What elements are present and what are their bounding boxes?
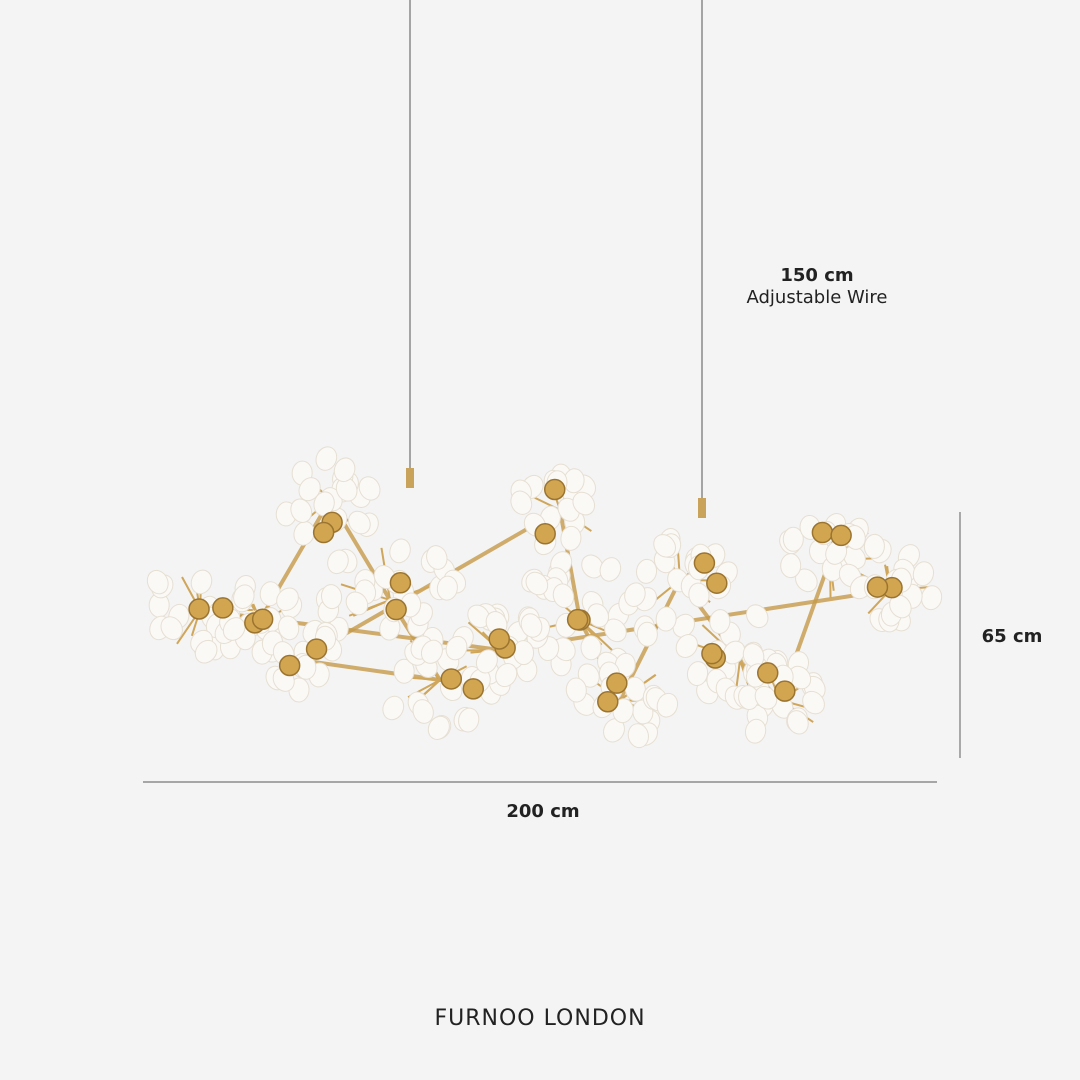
gold-disc bbox=[440, 668, 463, 690]
wire-clamp bbox=[406, 468, 414, 488]
glass-bulb bbox=[458, 707, 480, 733]
glass-bulb bbox=[624, 582, 646, 607]
glass-bulb bbox=[525, 571, 549, 596]
glass-bulb bbox=[345, 591, 369, 616]
gold-disc bbox=[774, 680, 796, 702]
glass-bulb bbox=[420, 639, 443, 664]
glass-bulb bbox=[358, 476, 381, 501]
glass-bulb bbox=[194, 639, 218, 664]
glass-bulb bbox=[627, 723, 649, 749]
gold-disc bbox=[866, 576, 889, 598]
gold-disc bbox=[543, 478, 566, 501]
gold-disc bbox=[566, 608, 589, 631]
glass-bulb bbox=[635, 558, 658, 584]
glass-bulb bbox=[599, 557, 622, 582]
gold-disc bbox=[305, 638, 328, 660]
gold-disc bbox=[693, 552, 716, 574]
glass-bulb bbox=[675, 634, 698, 658]
glass-bulb bbox=[709, 609, 731, 635]
glass-bulb bbox=[382, 695, 405, 721]
glass-bulb bbox=[688, 582, 710, 608]
gold-disc bbox=[385, 598, 407, 621]
glass-bulb bbox=[780, 553, 802, 579]
gold-disc bbox=[488, 628, 510, 650]
glass-bulb bbox=[426, 545, 448, 570]
glass-bulb bbox=[276, 587, 299, 612]
glass-bulb bbox=[393, 658, 415, 684]
glass-bulb bbox=[160, 616, 183, 641]
glass-bulb bbox=[290, 498, 313, 523]
gold-disc bbox=[606, 672, 628, 694]
gold-disc bbox=[462, 678, 485, 700]
glass-bulb bbox=[436, 575, 458, 601]
gold-disc bbox=[212, 597, 234, 619]
glass-bulb bbox=[636, 621, 658, 647]
glass-bulb bbox=[412, 699, 434, 724]
glass-bulb bbox=[320, 584, 343, 610]
gold-disc bbox=[389, 572, 412, 594]
glass-bulb bbox=[686, 661, 709, 686]
glass-bulb bbox=[315, 446, 338, 471]
glass-bulb bbox=[722, 640, 746, 665]
twig bbox=[735, 659, 741, 690]
gold-disc bbox=[251, 608, 274, 631]
glass-bulb bbox=[427, 715, 450, 740]
glass-bulb bbox=[786, 710, 809, 735]
glass-bulb bbox=[277, 615, 300, 641]
glass-bulb bbox=[655, 606, 677, 632]
glass-bulb bbox=[744, 718, 767, 744]
gold-disc bbox=[597, 691, 619, 713]
gold-disc bbox=[756, 662, 779, 684]
glass-bulb bbox=[802, 690, 825, 715]
glass-bulb bbox=[475, 649, 498, 674]
width-label: 200 cm bbox=[506, 801, 579, 822]
glass-bulb bbox=[863, 533, 885, 559]
chandelier bbox=[146, 446, 943, 749]
glass-bulb bbox=[146, 569, 169, 595]
glass-bulb bbox=[581, 554, 604, 579]
glass-bulb bbox=[782, 526, 804, 552]
glass-bulb bbox=[552, 583, 575, 609]
glass-bulb bbox=[843, 545, 866, 570]
glass-bulb bbox=[520, 613, 543, 638]
glass-bulb bbox=[333, 457, 356, 483]
glass-bulb bbox=[912, 561, 935, 587]
glass-bulb bbox=[222, 617, 246, 641]
gold-disc bbox=[312, 521, 335, 544]
glass-bulb bbox=[745, 604, 769, 629]
glass-bulb bbox=[560, 525, 582, 551]
gold-disc bbox=[701, 642, 723, 665]
wire-length: 150 cm bbox=[780, 265, 853, 286]
glass-bulb bbox=[233, 584, 255, 610]
gold-disc bbox=[534, 523, 556, 545]
gold-disc bbox=[706, 572, 728, 594]
glass-bulb bbox=[445, 635, 468, 661]
glass-bulb bbox=[313, 491, 335, 517]
glass-bulb bbox=[580, 635, 602, 661]
gold-disc bbox=[278, 654, 301, 677]
glass-bulb bbox=[754, 685, 778, 710]
glass-bulb bbox=[624, 676, 646, 702]
brand: FURNOO LONDON bbox=[434, 1006, 645, 1031]
glass-bulb bbox=[190, 569, 213, 595]
wire-clamp bbox=[698, 498, 706, 518]
glass-bulb bbox=[510, 490, 533, 515]
gold-disc bbox=[830, 524, 852, 547]
glass-bulb bbox=[565, 677, 587, 703]
gold-disc bbox=[811, 521, 834, 544]
glass-bulb bbox=[656, 692, 679, 718]
glass-bulb bbox=[653, 534, 677, 558]
gold-disc bbox=[188, 598, 210, 620]
glass-bulb bbox=[348, 510, 371, 535]
wire-note: Adjustable Wire bbox=[746, 287, 887, 308]
glass-bulb bbox=[327, 549, 349, 575]
glass-bulb bbox=[389, 538, 411, 564]
glass-bulb bbox=[495, 663, 518, 688]
glass-bulb bbox=[572, 491, 596, 516]
height-label: 65 cm bbox=[982, 626, 1043, 647]
